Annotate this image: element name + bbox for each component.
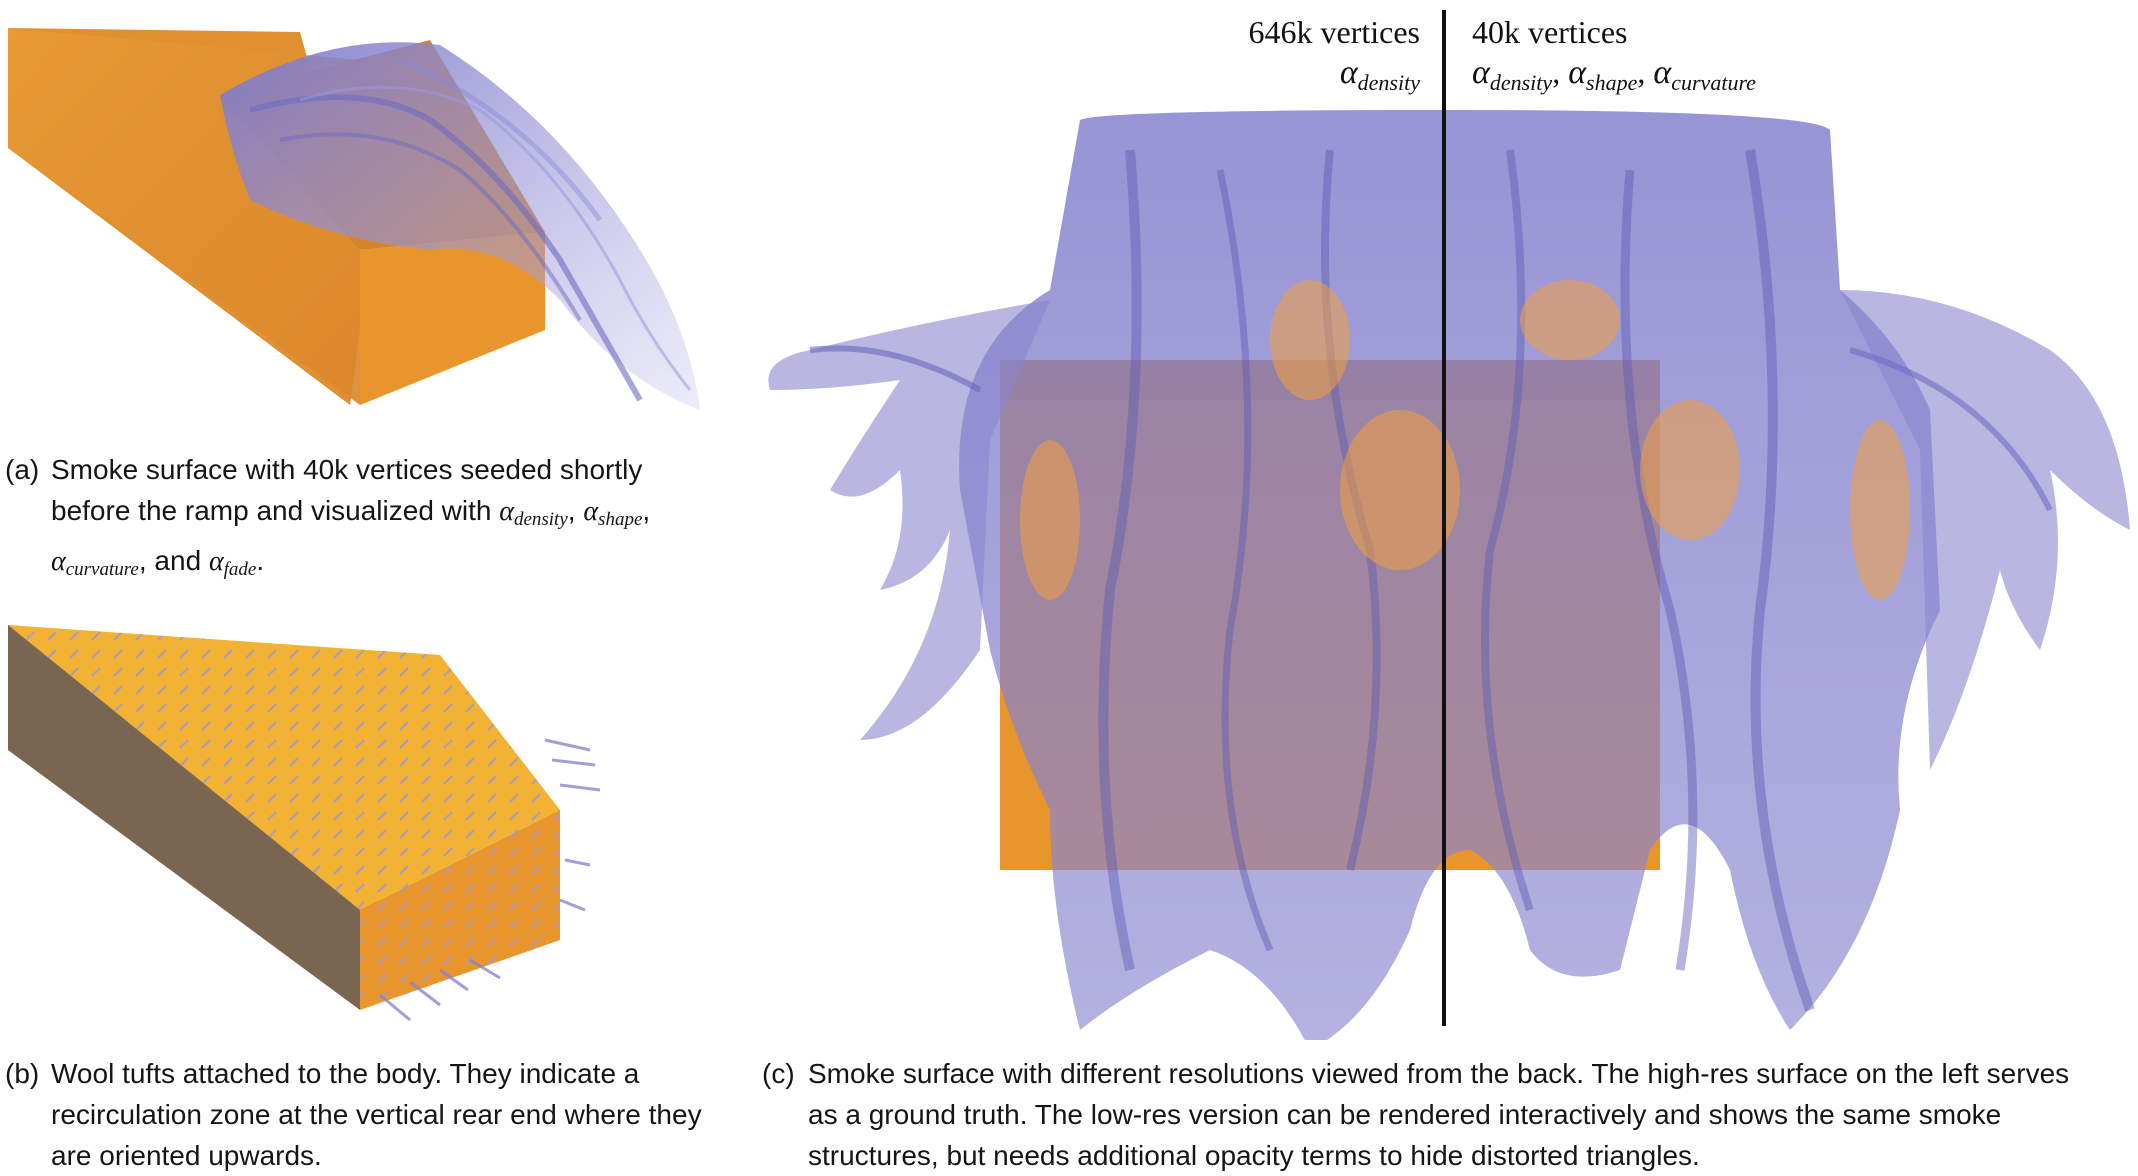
caption-a-line2: before the ramp and visualized with αden…	[51, 495, 651, 530]
caption-a-line3: αcurvature, and αfade.	[51, 545, 265, 580]
label-40k-title: 40k vertices	[1472, 14, 1628, 50]
caption-c-line2: as a ground truth. The low-res version c…	[808, 1099, 2002, 1130]
alpha-density-c-right: αdensity	[1472, 54, 1553, 95]
caption-c: (c) Smoke surface with different resolut…	[762, 1053, 2132, 1176]
smoke-comparison-render-c	[768, 110, 2130, 1050]
wool-tufts-render-b	[8, 625, 601, 1022]
caption-a-line1: Smoke surface with 40k vertices seeded s…	[51, 454, 643, 485]
alpha-shape-c-right: αshape	[1568, 54, 1638, 95]
figure-a-render	[0, 0, 720, 420]
alpha-density-c-left: αdensity	[1339, 54, 1420, 95]
alpha-curvature-c-right: αcurvature	[1653, 54, 1756, 95]
alpha-shape-a: αshape	[583, 496, 643, 530]
caption-b-line3: are oriented upwards.	[51, 1140, 322, 1171]
figure-b-render	[0, 610, 720, 1030]
label-646k-terms: αdensity	[1180, 52, 1420, 103]
caption-a: (a) Smoke surface with 40k vertices seed…	[5, 449, 705, 590]
alpha-curvature-a: αcurvature	[51, 546, 139, 580]
caption-b-label: (b)	[5, 1058, 40, 1089]
smoke-body-render-a	[8, 28, 700, 410]
caption-c-line3: structures, but needs additional opacity…	[808, 1140, 1700, 1171]
caption-b-line2: recirculation zone at the vertical rear …	[51, 1099, 702, 1130]
label-40k-terms: αdensity, αshape, αcurvature	[1472, 54, 1756, 95]
comparison-divider	[1442, 10, 1446, 1026]
caption-c-label: (c)	[762, 1058, 795, 1089]
alpha-fade-a: αfade	[208, 546, 257, 580]
label-646k-title: 646k vertices	[1248, 14, 1421, 50]
label-40k: 40k vertices αdensity, αshape, αcurvatur…	[1472, 12, 1892, 103]
label-646k: 646k vertices αdensity	[1180, 12, 1421, 103]
alpha-density-a: αdensity	[499, 496, 568, 530]
caption-b: (b) Wool tufts attached to the body. The…	[5, 1053, 725, 1176]
caption-c-line1: Smoke surface with different resolutions…	[808, 1058, 2070, 1089]
caption-b-line1: Wool tufts attached to the body. They in…	[51, 1058, 640, 1089]
caption-a-label: (a)	[5, 454, 40, 485]
figure-c-render	[750, 90, 2138, 1050]
